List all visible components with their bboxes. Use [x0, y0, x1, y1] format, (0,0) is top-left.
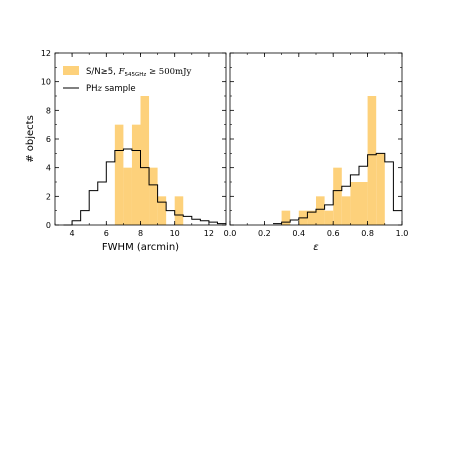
y-tick-label: 10: [41, 78, 51, 87]
histogram-bar: [324, 210, 334, 225]
histogram-bar: [114, 124, 124, 225]
y-axis-label: # objects: [25, 115, 36, 163]
x-tick-label: 0.0: [224, 229, 237, 238]
ellipticity-histogram-panel: 0.0 0.2 0.4 0.6 0.8 1.0 ε: [224, 52, 409, 253]
legend: S/N≥5, F545GHz ≥ 500mJy PHz sample: [63, 66, 191, 94]
histogram-bar: [350, 182, 359, 225]
x-axis-label: FWHM (arcmin): [102, 242, 179, 253]
x-tick-label: 0.2: [258, 229, 271, 238]
histogram-bar: [281, 210, 291, 225]
histogram-bar: [376, 153, 385, 225]
histogram-bar: [131, 124, 141, 225]
x-tick-label: 8: [138, 229, 143, 238]
x-tick-label: 10: [170, 229, 180, 238]
histogram-bar: [367, 96, 377, 225]
histogram-bar: [316, 196, 325, 225]
y-tick-label: 12: [41, 49, 51, 58]
x-tick-label: 6: [104, 229, 109, 238]
histogram-bar: [149, 167, 158, 225]
histogram-bar: [359, 182, 368, 225]
histogram-bar: [307, 210, 316, 225]
x-tick-label: 0.8: [361, 229, 374, 238]
x-tick-label: 0.4: [292, 229, 305, 238]
x-tick-label: 0.6: [327, 229, 340, 238]
histogram-bar: [333, 167, 342, 225]
x-axis-label: ε: [313, 242, 319, 253]
fwhm-histogram-panel: 4 6 8 10 12 0 2 4 6 8 10 12 FWHM (arcmin) # objects: [25, 49, 227, 253]
histogram-bar: [140, 96, 150, 225]
legend-step-label: PHz sample: [86, 84, 136, 94]
y-tick-label: 0: [46, 221, 51, 230]
step-histogram-line: [273, 152, 402, 225]
y-tick-label: 2: [46, 192, 51, 201]
histogram-bar: [157, 196, 167, 225]
step-histogram-line: [63, 148, 226, 226]
x-tick-label: 4: [70, 229, 75, 238]
y-tick-label: 6: [46, 135, 51, 144]
legend-filled-swatch: [63, 66, 79, 75]
x-tick-label: 1.0: [396, 229, 409, 238]
histogram-bar: [123, 167, 132, 225]
legend-filled-label: S/N≥5, F545GHz ≥ 500mJy: [86, 67, 191, 78]
histogram-bar: [341, 196, 351, 225]
y-tick-label: 8: [46, 106, 51, 115]
histogram-bar: [174, 196, 184, 225]
y-tick-label: 4: [46, 164, 51, 173]
x-tick-label: 12: [204, 229, 214, 238]
